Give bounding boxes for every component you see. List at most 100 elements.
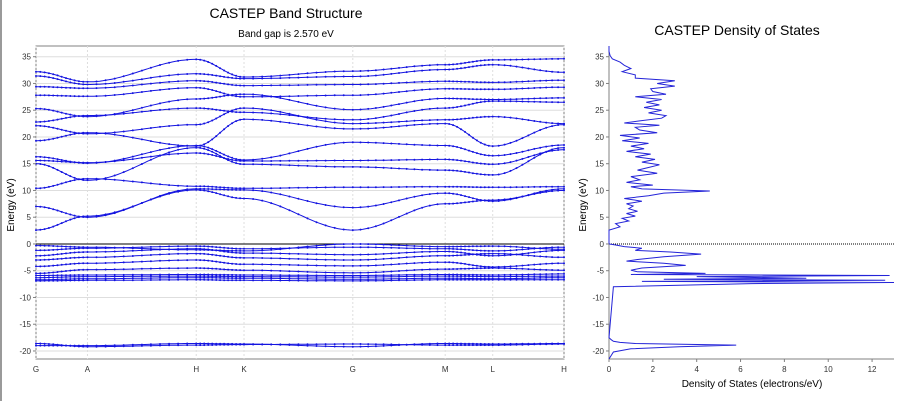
band-sample-point <box>428 107 431 110</box>
band-sample-point <box>56 253 59 256</box>
band-sample-point <box>223 82 226 85</box>
band-sample-point <box>95 250 98 253</box>
band-sample-point <box>487 98 490 101</box>
band-sample-point <box>235 120 238 123</box>
band-sample-point <box>452 273 455 276</box>
band-sample-point <box>77 246 80 249</box>
band-sample-point <box>460 275 462 278</box>
band-sample-point <box>487 115 490 118</box>
band-sample-point <box>471 136 474 139</box>
band-sample-point <box>65 181 67 184</box>
band-sample-point <box>215 188 218 191</box>
band-sample-point <box>557 275 560 278</box>
band-sample-point <box>509 100 512 103</box>
band-sample-point <box>82 256 85 259</box>
band-sample-point <box>483 98 486 101</box>
band-sample-point <box>324 244 327 246</box>
dos-x-tick-label: 0 <box>607 365 612 374</box>
band-sample-point <box>515 159 518 162</box>
band-sample-point <box>131 275 134 278</box>
band-sample-point <box>557 278 560 281</box>
band-sample-point <box>421 168 424 171</box>
band-sample-point <box>527 252 530 255</box>
band-sample-point <box>382 82 385 85</box>
band-sample-point <box>367 258 370 261</box>
band-sample-point <box>448 123 451 125</box>
band-sample-point <box>421 88 424 91</box>
band-sample-point <box>351 108 354 111</box>
band-sample-point <box>515 87 518 90</box>
band-sample-point <box>533 87 536 89</box>
band-sample-point <box>122 171 125 174</box>
band-sample-point <box>374 246 377 249</box>
band-sample-point <box>460 273 462 276</box>
band-sample-point <box>563 187 565 190</box>
band-sample-point <box>374 69 377 72</box>
band-sample-point <box>413 262 416 265</box>
band-sample-point <box>252 277 255 280</box>
band-sample-point <box>521 58 524 61</box>
band-sample-point <box>342 345 345 348</box>
band-sample-point <box>215 267 218 270</box>
band-sample-point <box>509 64 512 67</box>
band-sample-point <box>239 252 242 254</box>
band-sample-point <box>252 274 255 276</box>
band-sample-point <box>95 87 98 90</box>
band-sample-point <box>521 66 524 69</box>
band-sample-point <box>479 141 482 144</box>
band-sample-point <box>491 145 494 148</box>
band-sample-point <box>436 268 439 271</box>
band-sample-point <box>65 173 67 176</box>
band-sample-point <box>231 196 234 199</box>
band-sample-point <box>475 344 478 347</box>
band-sample-point <box>56 94 59 97</box>
band-sample-points <box>35 278 565 282</box>
band-sample-point <box>367 343 370 346</box>
band-sample-point <box>315 244 318 247</box>
band-sample-point <box>270 343 273 346</box>
band-sample-point <box>243 277 245 280</box>
band-sample-point <box>527 194 530 196</box>
band-sample-point <box>405 197 408 200</box>
band-sample-point <box>456 67 459 70</box>
band-sample-point <box>177 59 180 62</box>
band-sample-point <box>464 61 466 64</box>
band-sample-point <box>421 277 424 280</box>
band-sample-point <box>456 268 459 270</box>
band-sample-point <box>342 83 345 86</box>
band-sample-point <box>82 275 85 278</box>
band-sample-point <box>359 243 362 245</box>
band-sample-point <box>468 263 470 266</box>
band-sample-point <box>52 258 55 261</box>
band-sample-point <box>464 267 466 270</box>
band-sample-point <box>252 252 255 255</box>
band-sample-point <box>279 205 282 208</box>
band-sample-point <box>207 80 210 83</box>
band-sample-point <box>545 275 548 278</box>
band-sample-point <box>398 274 400 276</box>
band-sample-point <box>487 63 490 66</box>
band-sample-point <box>73 262 76 265</box>
band-sample-point <box>382 126 385 129</box>
band-sample-point <box>428 268 431 271</box>
band-sample-point <box>487 265 490 268</box>
band-sample-point <box>551 97 554 99</box>
band-sample-point <box>270 109 273 112</box>
band-sample-point <box>69 245 72 248</box>
band-sample-point <box>219 279 222 282</box>
band-sample-point <box>374 93 377 96</box>
band-sample-point <box>479 162 482 165</box>
band-sample-point <box>405 256 408 259</box>
band-sample-point <box>315 94 318 97</box>
band-sample-point <box>471 102 474 105</box>
band-sample-point <box>239 84 242 87</box>
band-sample-point <box>195 252 198 255</box>
band-sample-point <box>533 251 536 254</box>
band-sample-point <box>539 86 542 89</box>
band-sample-point <box>448 344 451 347</box>
band-sample-point <box>149 277 152 280</box>
band-sample-point <box>315 258 318 261</box>
dos-curve <box>608 46 895 360</box>
band-sample-point <box>186 278 189 281</box>
band-sample-point <box>351 94 354 97</box>
